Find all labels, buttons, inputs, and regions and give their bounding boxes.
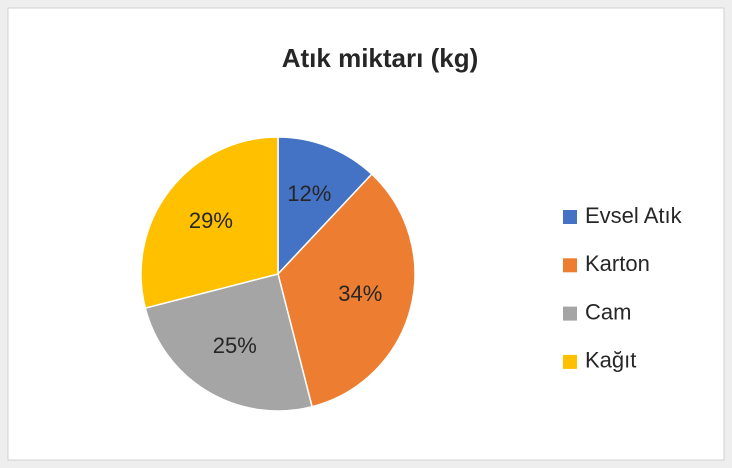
data-label: 29% — [189, 208, 233, 233]
data-label: 34% — [338, 281, 382, 306]
legend-swatch — [563, 258, 577, 273]
legend-swatch — [563, 306, 577, 321]
pie-slice — [277, 173, 416, 408]
legend-label: Kağıt — [585, 348, 636, 373]
legend-swatch — [563, 210, 577, 224]
legend-swatch — [563, 354, 577, 369]
pie-slice — [277, 136, 373, 276]
legend-label: Cam — [585, 299, 631, 324]
legend-label: Evsel Atık — [585, 203, 683, 228]
data-label: 25% — [213, 333, 257, 358]
chart-title: Atık miktarı (kg) — [282, 43, 479, 73]
data-label: 12% — [287, 181, 331, 206]
legend-label: Karton — [585, 251, 650, 276]
pie-slice — [144, 273, 313, 412]
pie-slice — [140, 136, 279, 309]
